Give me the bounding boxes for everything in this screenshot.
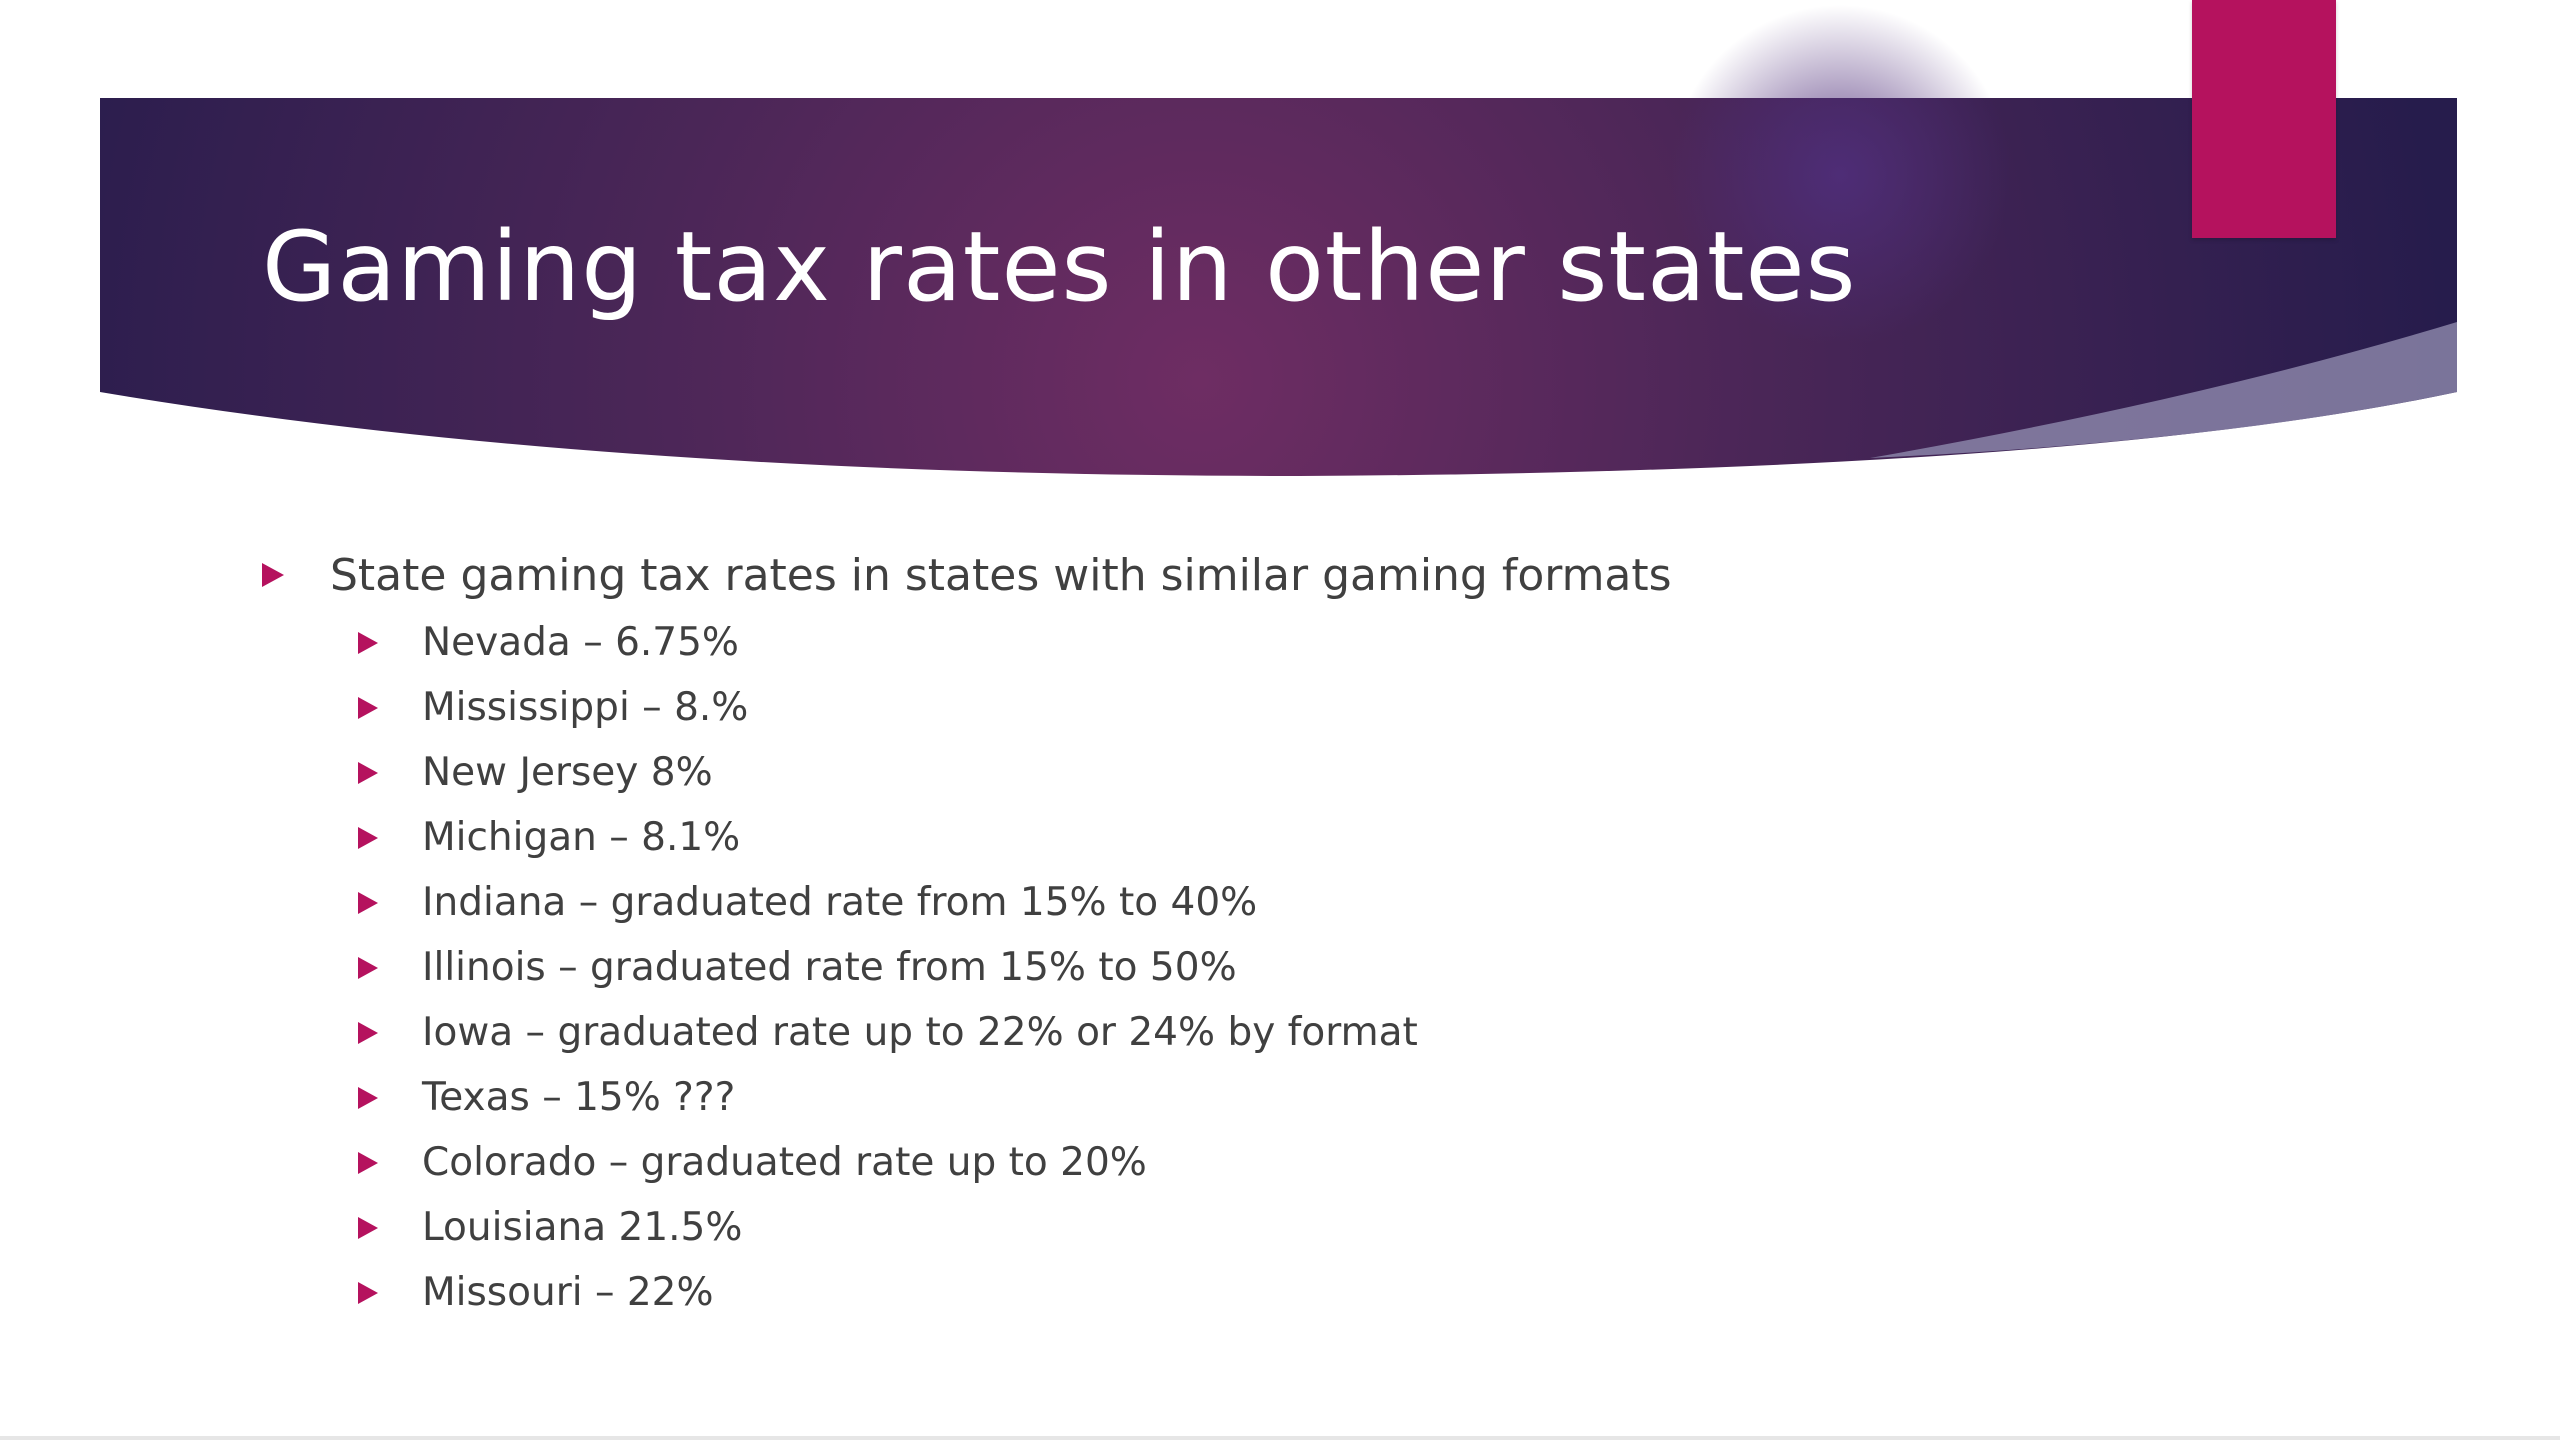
bullet-arrow-icon (358, 1086, 378, 1109)
banner-glow (1670, 5, 2010, 345)
sub-list-item: Texas – 15% ??? (358, 1065, 2362, 1130)
bullet-arrow-icon (358, 956, 378, 979)
bullet-list: State gaming tax rates in states with si… (262, 540, 2362, 1325)
sub-list-item: Missouri – 22% (358, 1260, 2362, 1325)
sub-list-item: Mississippi – 8.% (358, 675, 2362, 740)
bullet-arrow-icon (358, 761, 378, 784)
slide-bottom-edge (0, 1436, 2560, 1440)
bullet-arrow-icon (358, 1021, 378, 1044)
sub-list-item-text: Louisiana 21.5% (422, 1205, 743, 1250)
bullet-arrow-icon (358, 1281, 378, 1304)
bullet-arrow-icon (358, 826, 378, 849)
sub-list-item-text: Missouri – 22% (422, 1270, 714, 1315)
bullet-arrow-icon (358, 1151, 378, 1174)
sub-list-item: Indiana – graduated rate from 15% to 40% (358, 870, 2362, 935)
bullet-arrow-icon (358, 1216, 378, 1239)
sub-list-item-text: Colorado – graduated rate up to 20% (422, 1140, 1147, 1185)
bullet-arrow-icon (262, 563, 284, 587)
bullet-arrow-icon (358, 696, 378, 719)
list-item-text: State gaming tax rates in states with si… (330, 549, 1672, 601)
sub-list-item-text: Illinois – graduated rate from 15% to 50… (422, 945, 1237, 990)
bullet-arrow-icon (358, 631, 378, 654)
sub-list-item: New Jersey 8% (358, 740, 2362, 805)
sub-list-item: Illinois – graduated rate from 15% to 50… (358, 935, 2362, 1000)
sub-list-item: Iowa – graduated rate up to 22% or 24% b… (358, 1000, 2362, 1065)
slide-title: Gaming tax rates in other states (262, 211, 1857, 323)
bullet-arrow-icon (358, 891, 378, 914)
sub-list-item-text: Indiana – graduated rate from 15% to 40% (422, 880, 1258, 925)
sub-list-item: Colorado – graduated rate up to 20% (358, 1130, 2362, 1195)
accent-tab (2192, 0, 2336, 238)
sub-list-item: Nevada – 6.75% (358, 610, 2362, 675)
sub-list-item: Michigan – 8.1% (358, 805, 2362, 870)
sub-list-item-text: Texas – 15% ??? (422, 1075, 736, 1120)
sub-list-item-text: Iowa – graduated rate up to 22% or 24% b… (422, 1010, 1418, 1055)
sub-list-item-text: New Jersey 8% (422, 750, 713, 795)
sub-list-item-text: Michigan – 8.1% (422, 815, 741, 860)
sub-list-item-text: Nevada – 6.75% (422, 620, 739, 665)
sub-list-item: Louisiana 21.5% (358, 1195, 2362, 1260)
sub-list-item-text: Mississippi – 8.% (422, 685, 749, 730)
list-item: State gaming tax rates in states with si… (262, 540, 2362, 610)
banner-swoosh (1870, 322, 2457, 458)
